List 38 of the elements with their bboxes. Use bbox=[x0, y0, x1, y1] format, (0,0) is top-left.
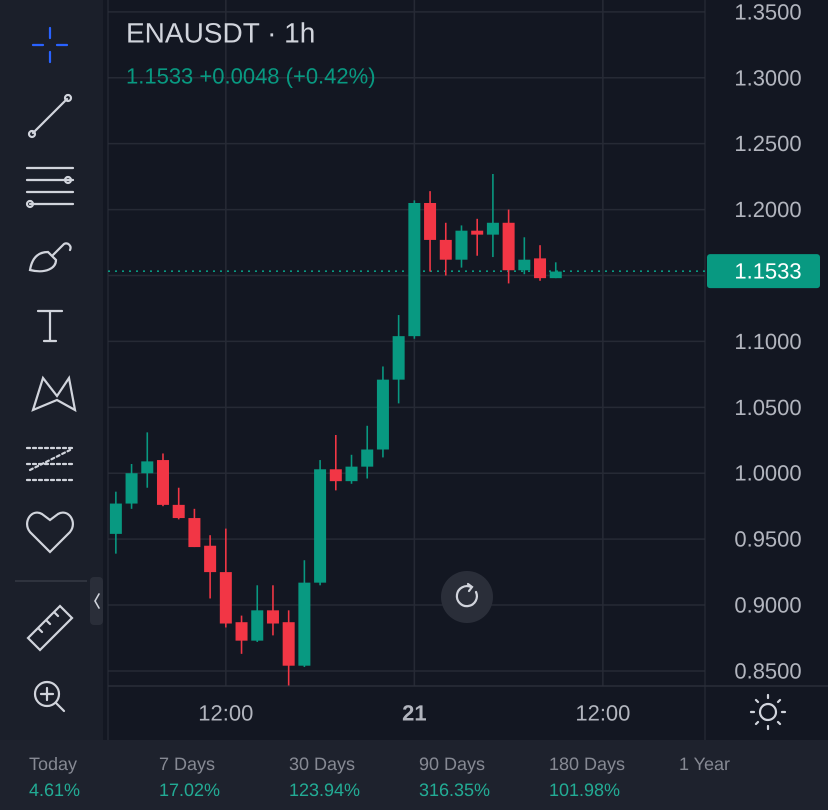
text: Today bbox=[29, 754, 78, 774]
text: ENAUSDT · 1h bbox=[126, 18, 316, 48]
candlestick bbox=[534, 244, 546, 282]
y-tick-label: 1.1000 bbox=[734, 328, 802, 354]
y-tick-label: 1.0500 bbox=[734, 394, 802, 420]
text: 316.35% bbox=[419, 780, 490, 800]
text: 101.98% bbox=[549, 780, 620, 800]
y-tick-label: 1.3500 bbox=[734, 0, 802, 24]
text: 17.02% bbox=[159, 780, 220, 800]
candlestick bbox=[471, 218, 484, 257]
text: 1 Year bbox=[679, 754, 730, 774]
y-tick-label: 1.0000 bbox=[734, 460, 802, 486]
ref-line-label: 1.1533 bbox=[734, 258, 802, 284]
y-tick-label: 1.3000 bbox=[734, 65, 802, 90]
candlestick bbox=[266, 584, 279, 636]
text: 90 Days bbox=[419, 754, 486, 774]
candlestick bbox=[141, 432, 154, 489]
y-tick-label: 0.9500 bbox=[734, 526, 802, 552]
y-tick-label: 0.9000 bbox=[734, 592, 802, 618]
candlestick bbox=[330, 434, 342, 492]
text: 30 Days bbox=[289, 754, 356, 774]
candlestick bbox=[236, 614, 248, 655]
candlestick bbox=[361, 424, 374, 480]
x-tick-label: 21 bbox=[402, 700, 427, 726]
candlestick bbox=[346, 454, 358, 485]
y-tick-label: 0.8500 bbox=[734, 658, 802, 684]
candlestick bbox=[440, 222, 452, 276]
text: 4.61% bbox=[29, 780, 80, 800]
candlestick bbox=[172, 486, 185, 520]
text: 123.94% bbox=[289, 780, 360, 800]
y-tick-label: 1.2500 bbox=[734, 131, 802, 156]
y-tick-label: 1.2000 bbox=[734, 197, 802, 222]
text: 7 Days bbox=[159, 754, 216, 774]
x-tick-label: 12:00 bbox=[198, 700, 254, 726]
x-tick-label: 12:00 bbox=[575, 700, 630, 726]
candlestick bbox=[486, 173, 499, 258]
text: 180 Days bbox=[549, 754, 626, 774]
text: 1.1533 +0.0048 (+0.42%) bbox=[126, 64, 376, 88]
